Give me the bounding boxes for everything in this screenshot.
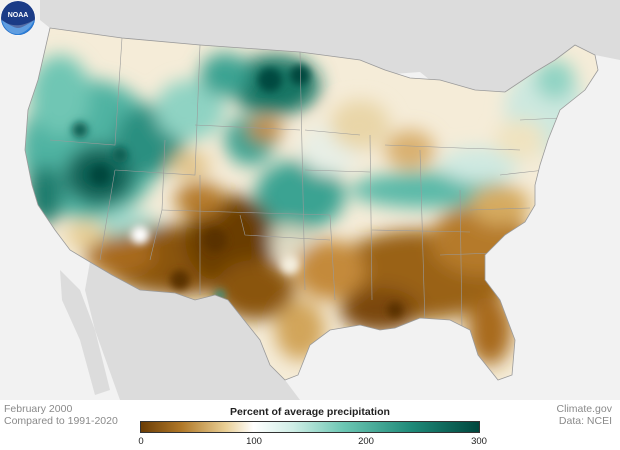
us-outline (24, 27, 599, 381)
legend-tick-100: 100 (246, 436, 262, 447)
noaa-logo: NOAA (0, 0, 36, 36)
state-borders (49, 37, 561, 331)
svg-text:NOAA: NOAA (8, 12, 29, 19)
period-label: February 2000 (4, 403, 73, 415)
precipitation-map: NOAA (0, 0, 620, 400)
legend-tick-0: 0 (138, 436, 144, 447)
surrounding-land (40, 0, 620, 400)
legend-tick-200: 200 (358, 436, 374, 447)
legend-title: Percent of average precipitation (230, 406, 390, 418)
legend-tick-300: 300 (471, 436, 487, 447)
baseline-label: Compared to 1991-2020 (4, 415, 118, 427)
credit-data: Data: NCEI (558, 415, 612, 427)
legend-color-bar (140, 421, 480, 433)
credit-site: Climate.gov (556, 403, 612, 415)
map-svg (24, 0, 620, 400)
